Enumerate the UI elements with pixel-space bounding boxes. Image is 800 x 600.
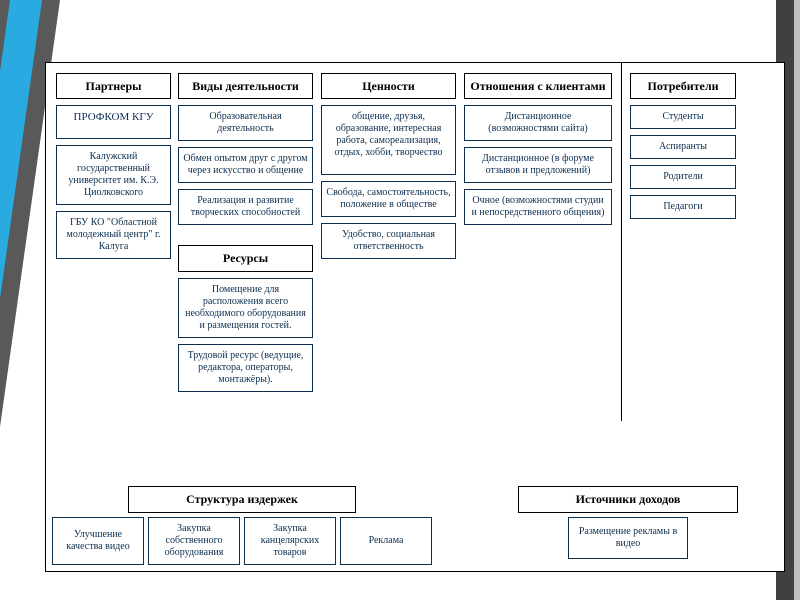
canvas-diagram: Партнеры ПРОФКОМ КГУ Калужский государст…	[45, 62, 785, 572]
header-activities: Виды деятельности	[178, 73, 313, 99]
cell-activities-1: Обмен опытом друг с другом через искусст…	[178, 147, 313, 183]
block-costs: Структура издержек Улучшение качества ви…	[52, 486, 432, 565]
cell-relations-0: Дистанционное (возможностями сайта)	[464, 105, 612, 141]
column-values: Ценности общение, друзья, образование, и…	[321, 73, 456, 259]
cell-relations-1: Дистанционное (в форуме отзывов и предло…	[464, 147, 612, 183]
cell-costs-3: Реклама	[340, 517, 432, 565]
cell-costs-2: Закупка канцелярских товаров	[244, 517, 336, 565]
cell-consumers-3: Педагоги	[630, 195, 736, 219]
header-partners: Партнеры	[56, 73, 171, 99]
cell-partners-0: ПРОФКОМ КГУ	[56, 105, 171, 139]
cell-partners-2: ГБУ КО "Областной молодежный центр" г. К…	[56, 211, 171, 259]
column-partners: Партнеры ПРОФКОМ КГУ Калужский государст…	[56, 73, 171, 259]
column-relations: Отношения с клиентами Дистанционное (воз…	[464, 73, 612, 225]
cell-resources-0: Помещение для расположения всего необход…	[178, 278, 313, 338]
cell-partners-1: Калужский государственный университет им…	[56, 145, 171, 205]
header-costs: Структура издержек	[128, 486, 356, 513]
cell-values-0: общение, друзья, образование, интересная…	[321, 105, 456, 175]
header-values: Ценности	[321, 73, 456, 99]
cell-revenue-0: Размещение рекламы в видео	[568, 517, 688, 559]
header-relations: Отношения с клиентами	[464, 73, 612, 99]
cell-consumers-1: Аспиранты	[630, 135, 736, 159]
block-revenue: Источники доходов Размещение рекламы в в…	[518, 486, 738, 565]
header-resources: Ресурсы	[178, 245, 313, 271]
cell-costs-1: Закупка собственного оборудования	[148, 517, 240, 565]
cell-consumers-0: Студенты	[630, 105, 736, 129]
decor-stripe-light	[794, 0, 800, 600]
column-consumers: Потребители Студенты Аспиранты Родители …	[621, 63, 736, 421]
cell-resources-1: Трудовой ресурс (ведущие, редактора, опе…	[178, 344, 313, 392]
cell-costs-0: Улучшение качества видео	[52, 517, 144, 565]
cell-consumers-2: Родители	[630, 165, 736, 189]
cell-activities-2: Реализация и развитие творческих способн…	[178, 189, 313, 225]
column-activities: Виды деятельности Образовательная деятел…	[178, 73, 313, 392]
cell-values-2: Удобство, социальная ответственность	[321, 223, 456, 259]
header-revenue: Источники доходов	[518, 486, 738, 513]
cell-relations-2: Очное (возможностями студии и непосредст…	[464, 189, 612, 225]
bottom-row: Структура издержек Улучшение качества ви…	[52, 486, 778, 565]
cell-values-1: Свобода, самостоятельность, положение в …	[321, 181, 456, 217]
cell-activities-0: Образовательная деятельность	[178, 105, 313, 141]
header-consumers: Потребители	[630, 73, 736, 99]
